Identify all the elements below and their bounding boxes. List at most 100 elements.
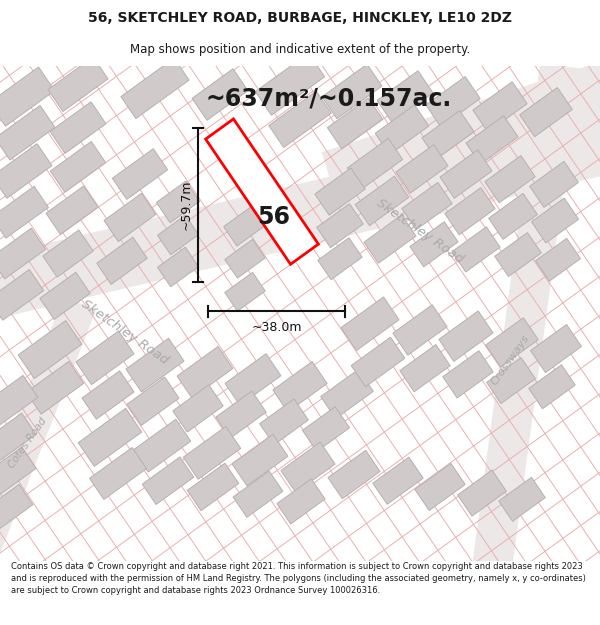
Polygon shape [50, 141, 106, 192]
Polygon shape [373, 457, 423, 504]
Text: Cotes Road: Cotes Road [7, 416, 49, 470]
Polygon shape [375, 105, 429, 154]
Polygon shape [0, 484, 33, 531]
Polygon shape [536, 238, 580, 281]
Polygon shape [126, 338, 184, 392]
Polygon shape [488, 193, 538, 239]
Polygon shape [495, 232, 541, 277]
Polygon shape [206, 119, 319, 264]
Polygon shape [487, 357, 535, 404]
Polygon shape [46, 186, 98, 234]
Polygon shape [0, 102, 600, 328]
Polygon shape [76, 331, 134, 384]
Polygon shape [177, 346, 233, 398]
Polygon shape [377, 71, 433, 122]
Polygon shape [443, 351, 493, 398]
Polygon shape [410, 222, 458, 267]
Polygon shape [415, 463, 465, 511]
Text: ~637m²/~0.157ac.: ~637m²/~0.157ac. [205, 87, 451, 111]
Polygon shape [317, 204, 363, 248]
Polygon shape [530, 324, 581, 372]
Polygon shape [485, 156, 535, 202]
Polygon shape [82, 371, 134, 419]
Polygon shape [315, 168, 365, 215]
Polygon shape [0, 448, 36, 496]
Polygon shape [393, 305, 447, 355]
Polygon shape [473, 82, 527, 132]
Polygon shape [104, 193, 156, 242]
Polygon shape [40, 272, 90, 319]
Polygon shape [458, 470, 506, 516]
Polygon shape [520, 88, 572, 137]
Text: Sketchley Road: Sketchley Road [374, 196, 466, 266]
Polygon shape [318, 238, 362, 280]
Polygon shape [133, 419, 191, 472]
Polygon shape [50, 102, 106, 153]
Text: ~38.0m: ~38.0m [251, 321, 302, 334]
Text: ~59.7m: ~59.7m [179, 180, 193, 230]
Polygon shape [529, 365, 575, 409]
Polygon shape [277, 479, 325, 524]
Polygon shape [18, 321, 82, 379]
Polygon shape [400, 344, 450, 392]
Polygon shape [157, 181, 200, 222]
Polygon shape [328, 451, 380, 499]
Polygon shape [225, 272, 265, 311]
Polygon shape [0, 228, 46, 279]
Polygon shape [26, 361, 84, 414]
Polygon shape [452, 227, 500, 272]
Polygon shape [157, 247, 199, 287]
Polygon shape [0, 144, 52, 198]
Text: 56: 56 [257, 206, 290, 229]
Polygon shape [233, 471, 283, 518]
Text: Crossways: Crossways [489, 333, 531, 387]
Polygon shape [351, 337, 405, 387]
Polygon shape [530, 161, 578, 208]
Polygon shape [439, 311, 493, 361]
Polygon shape [0, 269, 44, 320]
Polygon shape [273, 361, 327, 412]
Polygon shape [0, 67, 55, 126]
Polygon shape [89, 448, 146, 499]
Polygon shape [225, 354, 281, 406]
Text: Map shows position and indicative extent of the property.: Map shows position and indicative extent… [130, 42, 470, 56]
Polygon shape [355, 176, 409, 226]
Polygon shape [281, 442, 335, 493]
Polygon shape [466, 116, 518, 164]
Polygon shape [396, 144, 448, 193]
Polygon shape [402, 182, 452, 229]
Polygon shape [328, 98, 383, 149]
Polygon shape [321, 369, 373, 419]
Polygon shape [0, 376, 38, 427]
Polygon shape [183, 426, 241, 479]
Polygon shape [260, 399, 308, 445]
Polygon shape [486, 318, 538, 367]
Polygon shape [112, 149, 167, 199]
Polygon shape [269, 91, 331, 148]
Polygon shape [422, 111, 474, 159]
Polygon shape [121, 58, 189, 119]
Polygon shape [157, 215, 199, 255]
Polygon shape [78, 408, 142, 466]
Polygon shape [499, 478, 545, 521]
Polygon shape [440, 150, 492, 198]
Polygon shape [445, 188, 495, 235]
Polygon shape [127, 377, 179, 426]
Polygon shape [192, 69, 248, 121]
Polygon shape [187, 463, 239, 511]
Polygon shape [0, 186, 49, 238]
Polygon shape [322, 39, 600, 206]
Polygon shape [0, 296, 96, 589]
Polygon shape [225, 239, 265, 278]
Polygon shape [347, 138, 403, 189]
Text: 56, SKETCHLEY ROAD, BURBAGE, HINCKLEY, LE10 2DZ: 56, SKETCHLEY ROAD, BURBAGE, HINCKLEY, L… [88, 11, 512, 26]
Polygon shape [173, 385, 223, 432]
Polygon shape [97, 237, 147, 284]
Polygon shape [48, 57, 108, 111]
Polygon shape [426, 76, 480, 127]
Polygon shape [302, 407, 350, 451]
Polygon shape [470, 62, 580, 585]
Polygon shape [0, 413, 36, 461]
Polygon shape [364, 215, 416, 263]
Polygon shape [224, 205, 266, 246]
